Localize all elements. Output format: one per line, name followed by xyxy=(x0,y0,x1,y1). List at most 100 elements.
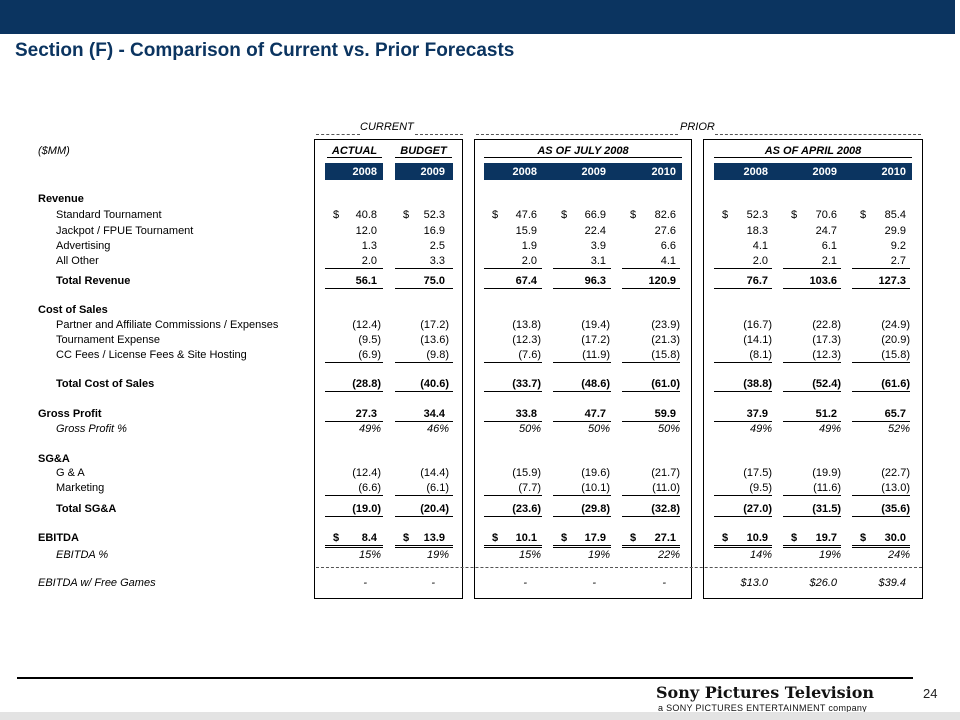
table-cell: 18.3 xyxy=(746,225,768,237)
table-cell: 15.9 xyxy=(515,225,537,237)
gross-profit-underline xyxy=(395,421,453,422)
row-label: Partner and Affiliate Commissions / Expe… xyxy=(56,319,279,331)
table-cell: 50% xyxy=(518,423,541,435)
year-label: 2009 xyxy=(420,166,445,178)
table-cell: (8.1) xyxy=(749,349,772,361)
total-underline xyxy=(395,391,453,392)
table-cell: 56.1 xyxy=(355,275,377,287)
dollar-sign: $ xyxy=(791,209,798,221)
actual-header: ACTUAL xyxy=(327,145,382,158)
double-underline xyxy=(395,545,453,548)
dollar-sign: $ xyxy=(722,532,729,544)
row-label: Marketing xyxy=(56,482,105,494)
prior-dash-right xyxy=(715,134,921,135)
dollar-sign: $ xyxy=(403,209,410,221)
row-label: SG&A xyxy=(38,453,70,465)
double-underline xyxy=(852,545,910,548)
underline xyxy=(484,268,542,269)
table-cell: 67.4 xyxy=(515,275,537,287)
underline xyxy=(395,362,453,363)
april-header: AS OF APRIL 2008 xyxy=(714,145,912,158)
year-label: 2010 xyxy=(881,166,906,178)
table-cell: 22% xyxy=(657,549,680,561)
table-cell: 19% xyxy=(587,549,610,561)
units-label: ($MM) xyxy=(38,145,70,157)
dollar-sign: $ xyxy=(860,209,867,221)
table-cell: (12.4) xyxy=(352,467,381,479)
gross-profit-underline xyxy=(783,421,841,422)
table-cell: (11.6) xyxy=(813,482,841,494)
table-cell: (16.7) xyxy=(743,319,772,331)
table-cell: 19% xyxy=(818,549,841,561)
dollar-sign: $ xyxy=(333,209,340,221)
table-cell: (15.8) xyxy=(881,349,910,361)
table-cell: (7.6) xyxy=(518,349,541,361)
table-cell: (14.1) xyxy=(743,334,772,346)
table-cell: 51.2 xyxy=(815,408,837,420)
underline xyxy=(325,362,383,363)
table-cell: (9.5) xyxy=(749,482,772,494)
table-cell: (52.4) xyxy=(812,378,841,390)
table-cell: (12.3) xyxy=(812,349,841,361)
table-cell: (61.6) xyxy=(881,378,910,390)
row-label: Standard Tournament xyxy=(56,209,162,221)
table-cell: 34.4 xyxy=(423,408,445,420)
table-cell: 2.1 xyxy=(821,255,837,267)
table-cell: 10.1 xyxy=(515,532,537,544)
row-label: Cost of Sales xyxy=(38,304,108,316)
table-cell: 6.6 xyxy=(660,240,676,252)
table-cell: - xyxy=(592,577,596,589)
table-cell: 2.0 xyxy=(521,255,537,267)
total-underline xyxy=(852,516,910,517)
dollar-sign: $ xyxy=(860,532,867,544)
total-underline xyxy=(622,288,680,289)
table-cell: 2.5 xyxy=(429,240,445,252)
underline xyxy=(622,495,680,496)
dollar-sign: $ xyxy=(791,532,798,544)
row-label: EBITDA % xyxy=(56,549,109,561)
underline xyxy=(622,362,680,363)
row-label: Gross Profit % xyxy=(56,423,127,435)
underline xyxy=(783,268,841,269)
page-number: 24 xyxy=(923,686,938,701)
gross-profit-underline xyxy=(852,421,910,422)
table-cell: (14.4) xyxy=(420,467,449,479)
table-cell: (21.3) xyxy=(651,334,680,346)
table-cell: 47.7 xyxy=(584,408,606,420)
table-cell: 19% xyxy=(426,549,449,561)
row-label: Total SG&A xyxy=(56,503,117,515)
double-underline xyxy=(484,545,542,548)
table-cell: $13.0 xyxy=(740,577,768,589)
table-cell: 37.9 xyxy=(746,408,768,420)
table-cell: 19.7 xyxy=(815,532,837,544)
table-cell: (48.6) xyxy=(581,378,610,390)
table-cell: 40.8 xyxy=(355,209,377,221)
gross-profit-underline xyxy=(622,421,680,422)
table-cell: 8.4 xyxy=(361,532,377,544)
underline xyxy=(325,268,383,269)
table-cell: 52.3 xyxy=(746,209,768,221)
table-cell: 52.3 xyxy=(423,209,445,221)
double-underline xyxy=(622,545,680,548)
table-cell: 9.2 xyxy=(890,240,906,252)
bottom-strip xyxy=(0,712,960,720)
dollar-sign: $ xyxy=(333,532,340,544)
table-cell: 33.8 xyxy=(515,408,537,420)
year-label: 2009 xyxy=(581,166,606,178)
table-cell: 2.7 xyxy=(890,255,906,267)
gross-profit-underline xyxy=(714,421,772,422)
total-underline xyxy=(622,391,680,392)
table-cell: (28.8) xyxy=(352,378,381,390)
total-underline xyxy=(325,391,383,392)
row-label: Total Cost of Sales xyxy=(56,378,155,390)
table-cell: 50% xyxy=(657,423,680,435)
table-cell: 49% xyxy=(358,423,381,435)
table-cell: (12.3) xyxy=(512,334,541,346)
table-cell: 70.6 xyxy=(815,209,837,221)
row-label: EBITDA w/ Free Games xyxy=(38,577,156,589)
underline xyxy=(852,362,910,363)
table-cell: 24.7 xyxy=(815,225,837,237)
table-cell: 82.6 xyxy=(654,209,676,221)
total-underline xyxy=(395,288,453,289)
current-dash-right xyxy=(415,134,463,135)
